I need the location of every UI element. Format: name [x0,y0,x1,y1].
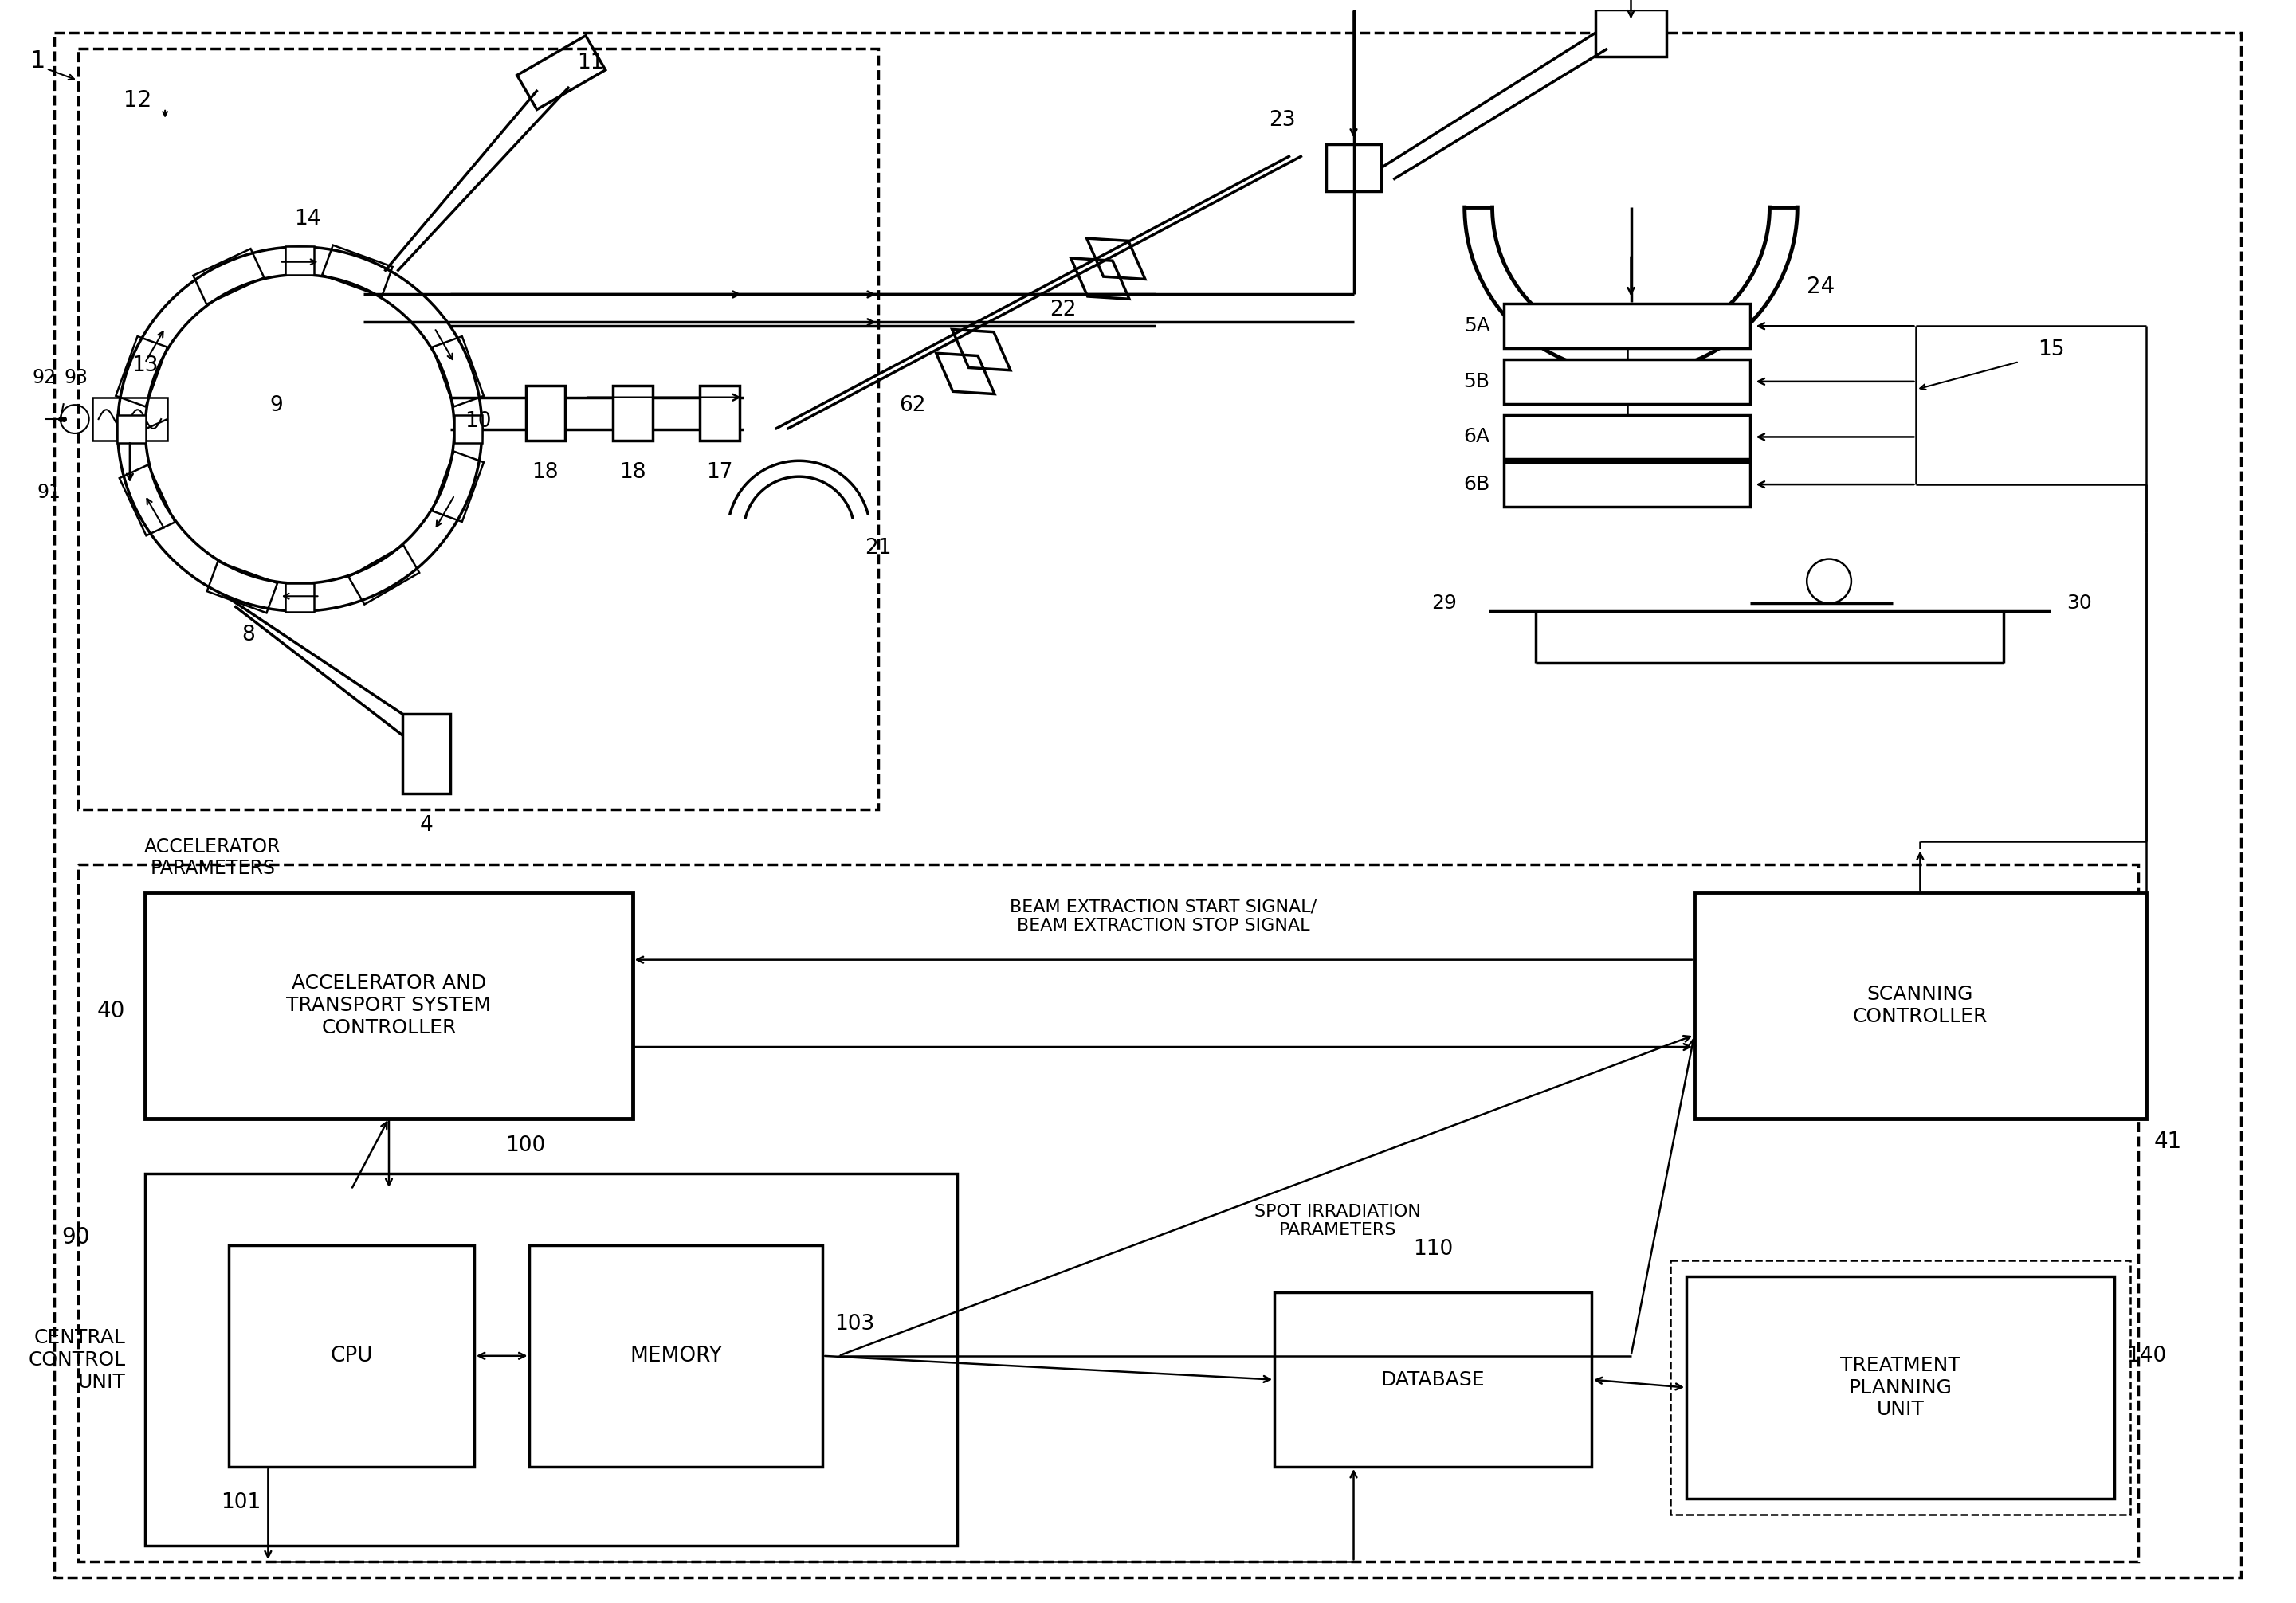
Text: 110: 110 [1412,1239,1453,1260]
Text: 6B: 6B [1463,474,1490,494]
Bar [321,245,393,297]
Bar [78,48,877,810]
Bar [700,385,739,441]
Text: MEMORY: MEMORY [629,1345,723,1366]
Text: 12: 12 [124,90,152,112]
Bar [530,1246,822,1467]
Text: 62: 62 [900,394,925,415]
Text: 100: 100 [505,1135,546,1156]
Text: 9: 9 [269,394,282,415]
Text: 17: 17 [707,462,732,483]
Bar [115,337,168,407]
Bar [1504,305,1750,348]
Text: 140: 140 [2126,1345,2165,1366]
Bar [349,545,420,604]
Bar [1504,462,1750,507]
Text: 21: 21 [866,537,891,558]
Text: BEAM EXTRACTION START SIGNAL/
BEAM EXTRACTION STOP SIGNAL: BEAM EXTRACTION START SIGNAL/ BEAM EXTRA… [1010,899,1318,933]
Bar [193,248,264,305]
Bar [285,247,315,276]
Text: 15: 15 [2037,340,2064,361]
Text: 4: 4 [420,814,434,835]
Bar [613,385,652,441]
Bar [285,583,315,612]
Text: ACCELERATOR
PARAMETERS: ACCELERATOR PARAMETERS [145,837,280,878]
Text: 24: 24 [1807,276,1835,298]
Text: 101: 101 [220,1492,259,1513]
Text: CPU: CPU [331,1345,372,1366]
Text: 6A: 6A [1463,428,1490,447]
Bar [145,1173,957,1545]
Bar [1504,415,1750,458]
Text: SCANNING
CONTROLLER: SCANNING CONTROLLER [1853,984,1988,1026]
Text: 92: 92 [32,369,57,386]
Bar [1504,359,1750,404]
Text: 8: 8 [241,625,255,646]
Bar [92,398,168,441]
Text: CENTRAL
CONTROL
UNIT: CENTRAL CONTROL UNIT [28,1329,126,1391]
Bar [432,337,484,407]
Text: 1: 1 [30,50,46,72]
Bar [117,415,145,444]
Text: 11: 11 [576,53,604,74]
Bar [1688,1276,2115,1499]
Bar [455,415,482,444]
Text: 40: 40 [96,1000,126,1023]
Text: 10: 10 [464,410,491,431]
Text: 22: 22 [1049,300,1077,321]
Text: 5A: 5A [1465,316,1490,335]
Text: TREATMENT
PLANNING
UNIT: TREATMENT PLANNING UNIT [1841,1356,1961,1419]
Bar [402,715,450,793]
Bar [145,893,634,1119]
Bar [207,561,278,612]
Text: 13: 13 [131,356,158,377]
Bar [230,1246,473,1467]
Bar [1274,1292,1591,1467]
Bar [1694,893,2147,1119]
Bar [1325,144,1382,191]
Text: 14: 14 [294,208,321,229]
Text: 91: 91 [37,483,60,502]
Text: 93: 93 [64,369,87,386]
Bar [1671,1262,2131,1515]
Text: 5B: 5B [1463,372,1490,391]
Text: 23: 23 [1270,109,1295,130]
Text: ACCELERATOR AND
TRANSPORT SYSTEM
CONTROLLER: ACCELERATOR AND TRANSPORT SYSTEM CONTROL… [287,973,491,1037]
Text: SPOT IRRADIATION
PARAMETERS: SPOT IRRADIATION PARAMETERS [1254,1204,1421,1239]
Text: 103: 103 [836,1314,875,1335]
Text: 41: 41 [2154,1130,2181,1153]
Text: 30: 30 [2066,593,2092,612]
Text: 90: 90 [62,1226,90,1249]
Text: 29: 29 [1430,593,1456,612]
Bar [1596,10,1667,56]
Bar [432,452,484,523]
Bar [517,35,606,109]
Text: DATABASE: DATABASE [1380,1371,1486,1390]
Bar [78,864,2138,1561]
Bar [526,385,565,441]
Text: 18: 18 [620,462,645,483]
Bar [119,465,174,535]
Text: 18: 18 [533,462,558,483]
